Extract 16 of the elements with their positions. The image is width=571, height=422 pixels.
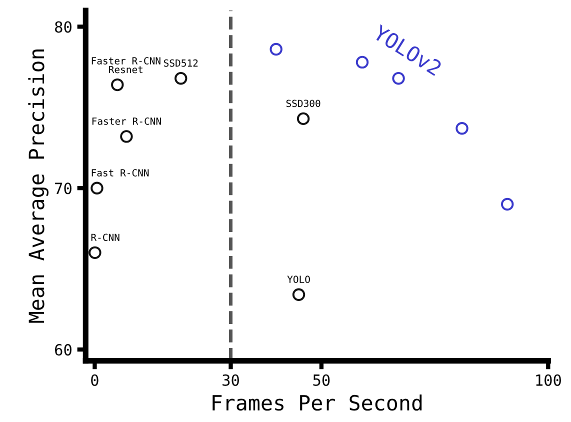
y-axis-title: Mean Average Precision [28, 50, 49, 323]
y-tick-label: 70 [55, 182, 72, 194]
y-tick-label: 60 [55, 344, 72, 356]
x-tick-label: 0 [91, 374, 98, 386]
annotation: Fast R-CNN [92, 169, 149, 176]
x-tick-label: 50 [313, 374, 330, 386]
annotation: R-CNN [91, 234, 120, 242]
annotation: Faster R-CNN [92, 117, 161, 125]
y-tick-label: 80 [55, 21, 72, 33]
x-axis-title: Frames Per Second [212, 394, 422, 411]
annotation: SSD300 [286, 100, 320, 108]
annotation: SSD512 [164, 59, 198, 67]
annotation: YOLO [287, 276, 310, 284]
annotation: Faster R-CNN Resnet [92, 57, 160, 74]
x-tick-label: 100 [536, 374, 561, 386]
x-tick-label: 30 [222, 374, 239, 386]
